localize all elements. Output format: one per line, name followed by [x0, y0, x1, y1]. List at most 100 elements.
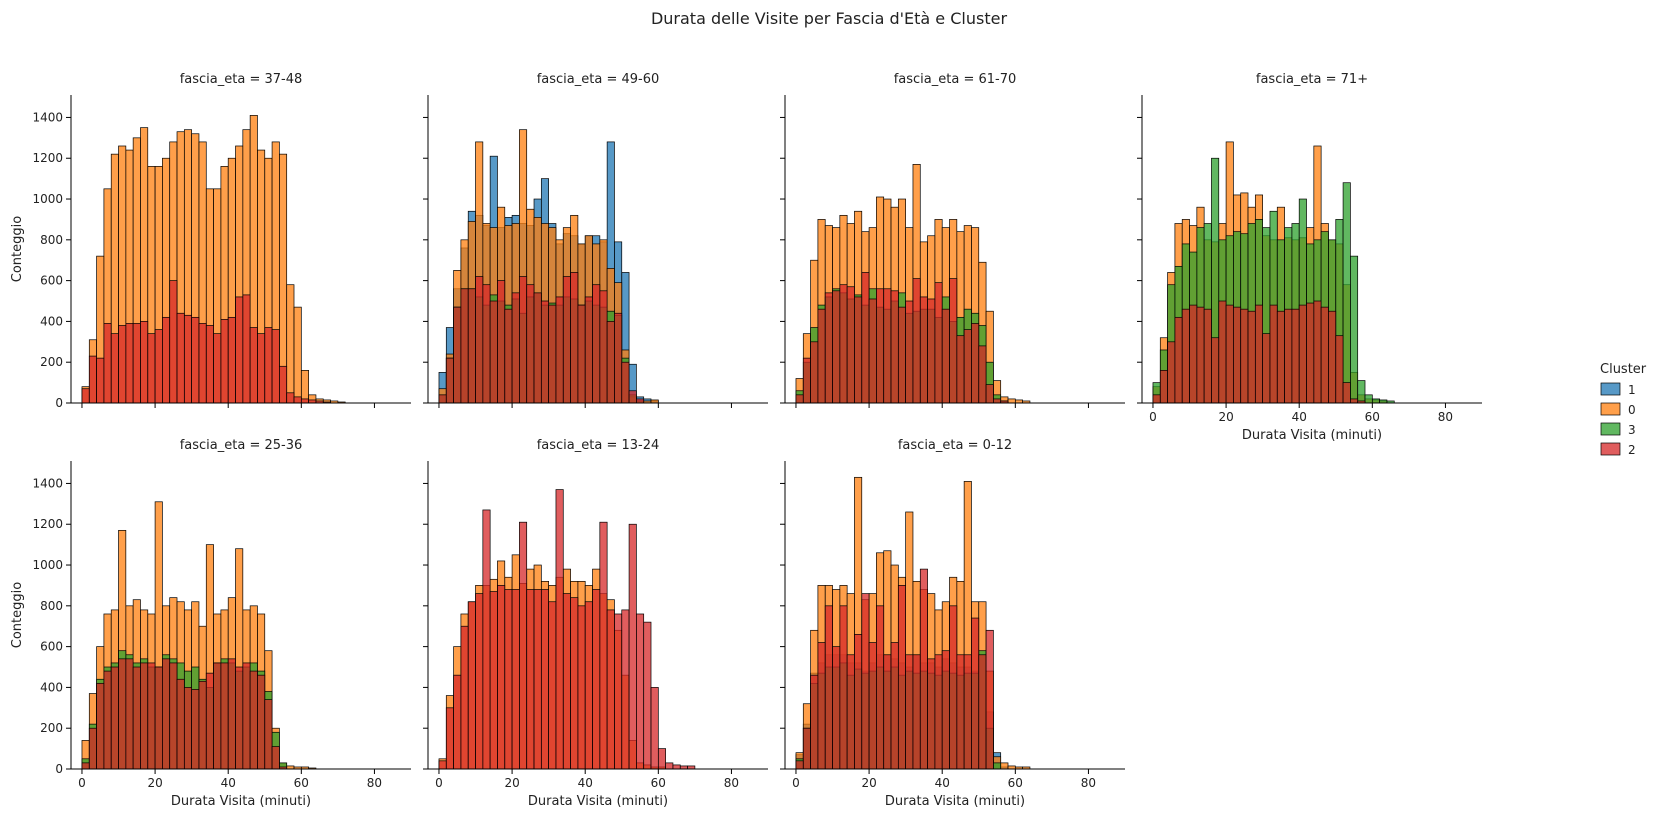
figure-title: Durata delle Visite per Fascia d'Età e C… — [651, 9, 1007, 28]
bars — [1152, 141, 1395, 404]
histogram-bar — [606, 609, 615, 770]
histogram-bar — [570, 272, 579, 404]
bars — [81, 501, 317, 770]
histogram-bar — [453, 674, 462, 770]
histogram-bar — [883, 288, 892, 404]
panel-title: fascia_eta = 61-70 — [894, 72, 1017, 87]
panels: fascia_eta = 37-480200400600800100012001… — [10, 72, 1482, 809]
legend-label: 1 — [1628, 383, 1636, 397]
histogram-bar — [169, 280, 178, 404]
histogram-bar — [628, 390, 637, 404]
histogram-bar — [1298, 304, 1307, 404]
histogram-bar — [460, 625, 469, 770]
histogram-bar — [1350, 255, 1359, 404]
x-tick-label: 60 — [1008, 776, 1023, 790]
y-tick-label: 1000 — [32, 192, 63, 206]
legend-item-cluster-1: 1 — [1600, 382, 1636, 397]
histogram-bar — [1364, 394, 1373, 404]
legend-item-cluster-3: 3 — [1600, 422, 1636, 437]
histogram-bar — [949, 605, 958, 770]
histogram-bar — [1196, 306, 1205, 404]
histogram-bar — [132, 323, 141, 404]
histogram-bar — [176, 678, 185, 770]
histogram-bar — [802, 357, 811, 404]
histogram-bar — [584, 296, 593, 404]
histogram-bar — [88, 355, 97, 404]
histogram-bar — [293, 306, 302, 404]
histogram-bar — [643, 621, 652, 770]
histogram-bar — [963, 329, 972, 404]
histogram-bar — [861, 593, 870, 770]
y-tick-label: 400 — [40, 680, 63, 694]
x-tick-label: 20 — [147, 776, 162, 790]
x-tick-label: 20 — [861, 776, 876, 790]
histogram-bar — [1203, 308, 1212, 404]
x-axis-label: Durata Visita (minuti) — [528, 794, 668, 809]
series-cluster-2 — [1152, 300, 1366, 404]
histogram-bar — [489, 591, 498, 770]
histogram-bar — [1350, 398, 1359, 404]
histogram-bar — [300, 398, 309, 404]
histogram-bar — [482, 284, 491, 404]
histogram-bar — [519, 276, 528, 404]
y-tick-label: 0 — [55, 396, 63, 410]
histogram-bar — [854, 634, 863, 770]
histogram-bar — [475, 276, 484, 404]
histogram-bar — [577, 304, 586, 404]
histogram-bar — [132, 666, 141, 770]
histogram-bar — [103, 323, 112, 404]
y-tick-label: 1200 — [32, 517, 63, 531]
histogram-bar — [978, 345, 987, 404]
histogram-bar — [540, 589, 549, 770]
histogram-bar — [533, 589, 542, 770]
histogram-bar — [897, 585, 906, 770]
histogram-bar — [293, 396, 302, 404]
histogram-bar — [125, 323, 134, 404]
histogram-bar — [118, 658, 127, 770]
histogram-bar — [482, 509, 491, 770]
panel-title: fascia_eta = 37-48 — [180, 72, 303, 87]
histogram-bar — [110, 333, 119, 404]
histogram-bar — [883, 654, 892, 770]
histogram-bar — [876, 605, 885, 770]
histogram-bar — [526, 589, 535, 770]
histogram-bar — [832, 646, 841, 770]
series-cluster-2 — [81, 280, 331, 404]
histogram-bar — [971, 323, 980, 404]
legend-swatch — [1600, 382, 1621, 396]
histogram-bar — [1320, 306, 1329, 404]
bars — [795, 476, 1031, 770]
histogram-bar — [249, 670, 258, 770]
histogram-bar — [497, 280, 506, 404]
histogram-bar — [963, 654, 972, 770]
histogram-bar — [1328, 310, 1337, 404]
histogram-bar — [846, 286, 855, 404]
histogram-bar — [227, 316, 236, 404]
x-axis-label: Durata Visita (minuti) — [171, 794, 311, 809]
histogram-bar — [162, 658, 171, 770]
histogram-bar — [533, 292, 542, 404]
histogram-bar — [257, 674, 266, 770]
histogram-bar — [257, 333, 266, 404]
panel-title: fascia_eta = 0-12 — [898, 438, 1012, 453]
histogram-bar — [205, 325, 214, 404]
histogram-bar — [96, 357, 105, 404]
histogram-bar — [672, 764, 681, 770]
histogram-bar — [890, 290, 899, 404]
histogram-bar — [665, 762, 674, 770]
histogram-bar — [213, 662, 222, 770]
histogram-bar — [445, 357, 454, 404]
histogram-bar — [162, 316, 171, 404]
histogram-bar — [941, 650, 950, 770]
series-cluster-0 — [81, 115, 346, 404]
histogram-bar — [861, 272, 870, 404]
histogram-bar — [286, 392, 295, 404]
histogram-bar — [176, 312, 185, 404]
histogram-bar — [103, 670, 112, 770]
histogram-bar — [227, 658, 236, 770]
legend-swatch — [1600, 422, 1621, 436]
histogram-bar — [876, 288, 885, 404]
legend-label: 2 — [1628, 443, 1636, 457]
histogram-bar — [905, 300, 914, 404]
histogram-bar — [511, 589, 520, 770]
